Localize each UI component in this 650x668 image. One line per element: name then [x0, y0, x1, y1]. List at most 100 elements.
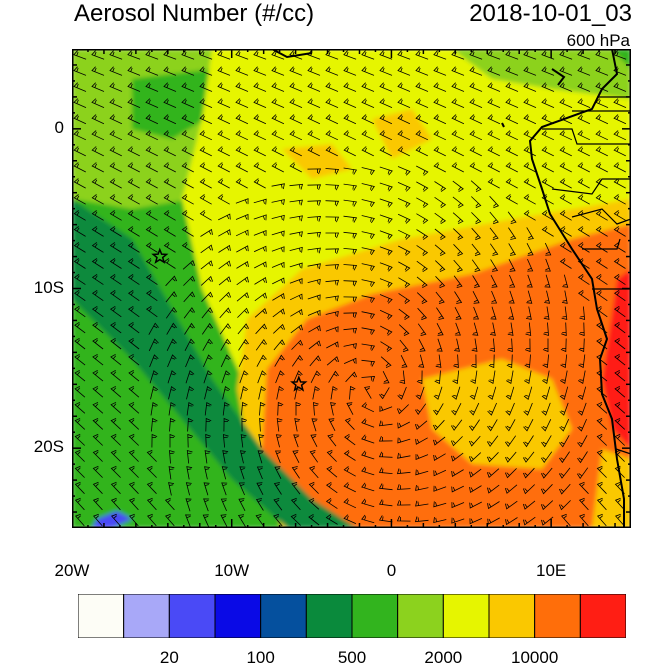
- wind-barb: [613, 178, 626, 189]
- wind-barb: [397, 98, 411, 108]
- wind-barb: [436, 323, 444, 336]
- wind-barb: [145, 146, 158, 157]
- wind-barb: [505, 194, 518, 205]
- wind-barb: [110, 433, 121, 446]
- wind-barb: [597, 513, 607, 527]
- wind-barb: [163, 130, 177, 141]
- wind-barb: [343, 146, 356, 157]
- wind-barb: [183, 275, 196, 286]
- wind-barb: [145, 289, 158, 302]
- wind-barb: [614, 353, 626, 366]
- wind-barb: [397, 386, 407, 400]
- wind-barb: [74, 353, 86, 366]
- wind-barb: [577, 50, 591, 60]
- wind-barb: [308, 481, 319, 494]
- wind-barb: [416, 229, 429, 240]
- wind-barb: [379, 66, 393, 76]
- wind-barb: [507, 322, 514, 336]
- wind-barb: [184, 322, 195, 335]
- wind-barb: [255, 498, 264, 511]
- wind-barb: [578, 322, 585, 337]
- wind-barb: [290, 324, 303, 334]
- wind-barb: [145, 130, 159, 141]
- wind-barb: [163, 194, 176, 205]
- wind-barb: [397, 50, 411, 60]
- wind-barb: [307, 146, 320, 157]
- wind-barb: [452, 370, 460, 385]
- wind-barb: [346, 402, 354, 415]
- wind-barb: [91, 210, 104, 221]
- wind-barb: [203, 498, 210, 512]
- wind-barb: [221, 466, 228, 480]
- wind-barb: [469, 162, 482, 173]
- wind-barb: [526, 227, 534, 240]
- wind-barb: [361, 167, 375, 176]
- wind-barb: [253, 198, 267, 205]
- wind-barb: [235, 82, 249, 92]
- wind-barb: [202, 514, 210, 528]
- wind-barb: [325, 130, 339, 141]
- wind-barb: [127, 258, 140, 269]
- wind-barb: [236, 245, 249, 253]
- wind-barb: [344, 433, 356, 446]
- wind-barb: [92, 465, 103, 478]
- wind-barb: [325, 216, 340, 223]
- lat-tick-label: 0: [54, 117, 64, 137]
- wind-barb: [91, 50, 105, 60]
- wind-barb: [416, 370, 423, 385]
- wind-barb: [127, 194, 140, 205]
- wind-barb: [325, 184, 340, 191]
- wind-barb: [577, 242, 590, 253]
- wind-barb: [578, 481, 589, 494]
- wind-barb: [254, 308, 268, 318]
- wind-barb: [561, 513, 571, 527]
- wind-barb: [254, 276, 267, 285]
- wind-barb: [92, 417, 104, 430]
- wind-barb: [418, 339, 426, 352]
- wind-barb: [271, 114, 285, 125]
- wind-barb: [489, 243, 499, 256]
- wind-barb: [91, 146, 104, 157]
- wind-barb: [111, 513, 121, 527]
- wind-barb: [505, 146, 518, 157]
- wind-barb: [486, 435, 499, 447]
- wind-barb: [577, 130, 591, 141]
- wind-barb: [325, 279, 340, 286]
- wind-barb: [307, 263, 321, 270]
- wind-barb: [238, 482, 245, 496]
- wind-barb: [559, 178, 572, 189]
- wind-barb: [145, 273, 158, 285]
- wind-barb: [325, 497, 338, 509]
- wind-barb: [222, 401, 230, 416]
- wind-barb: [559, 258, 572, 269]
- wind-barb: [361, 279, 376, 288]
- wind-barb: [415, 114, 429, 125]
- wind-barb: [150, 401, 158, 416]
- wind-barb: [527, 258, 534, 272]
- wind-barb: [469, 98, 483, 108]
- wind-barb: [169, 449, 175, 464]
- wind-barb: [415, 485, 429, 491]
- wind-barb: [471, 243, 481, 256]
- wind-barb: [613, 130, 627, 141]
- wind-barb: [183, 291, 196, 303]
- wind-barb: [490, 306, 497, 320]
- wind-barb: [559, 402, 569, 416]
- colorbar-swatch: [123, 594, 170, 638]
- wind-barb: [330, 385, 338, 400]
- wind-barb: [272, 277, 285, 285]
- wind-barb: [433, 82, 447, 92]
- wind-barb: [201, 307, 214, 319]
- colorbar-swatch: [488, 594, 536, 638]
- wind-barb: [396, 404, 409, 415]
- wind-barb: [145, 162, 158, 173]
- colorbar-swatch: [579, 594, 626, 638]
- wind-barb: [199, 98, 213, 108]
- wind-barb: [361, 311, 376, 320]
- wind-barb: [150, 386, 159, 400]
- wind-barb: [505, 419, 516, 432]
- wind-barb: [379, 294, 393, 304]
- wind-barb: [396, 468, 411, 475]
- wind-barb: [271, 82, 285, 92]
- wind-barb: [127, 289, 140, 302]
